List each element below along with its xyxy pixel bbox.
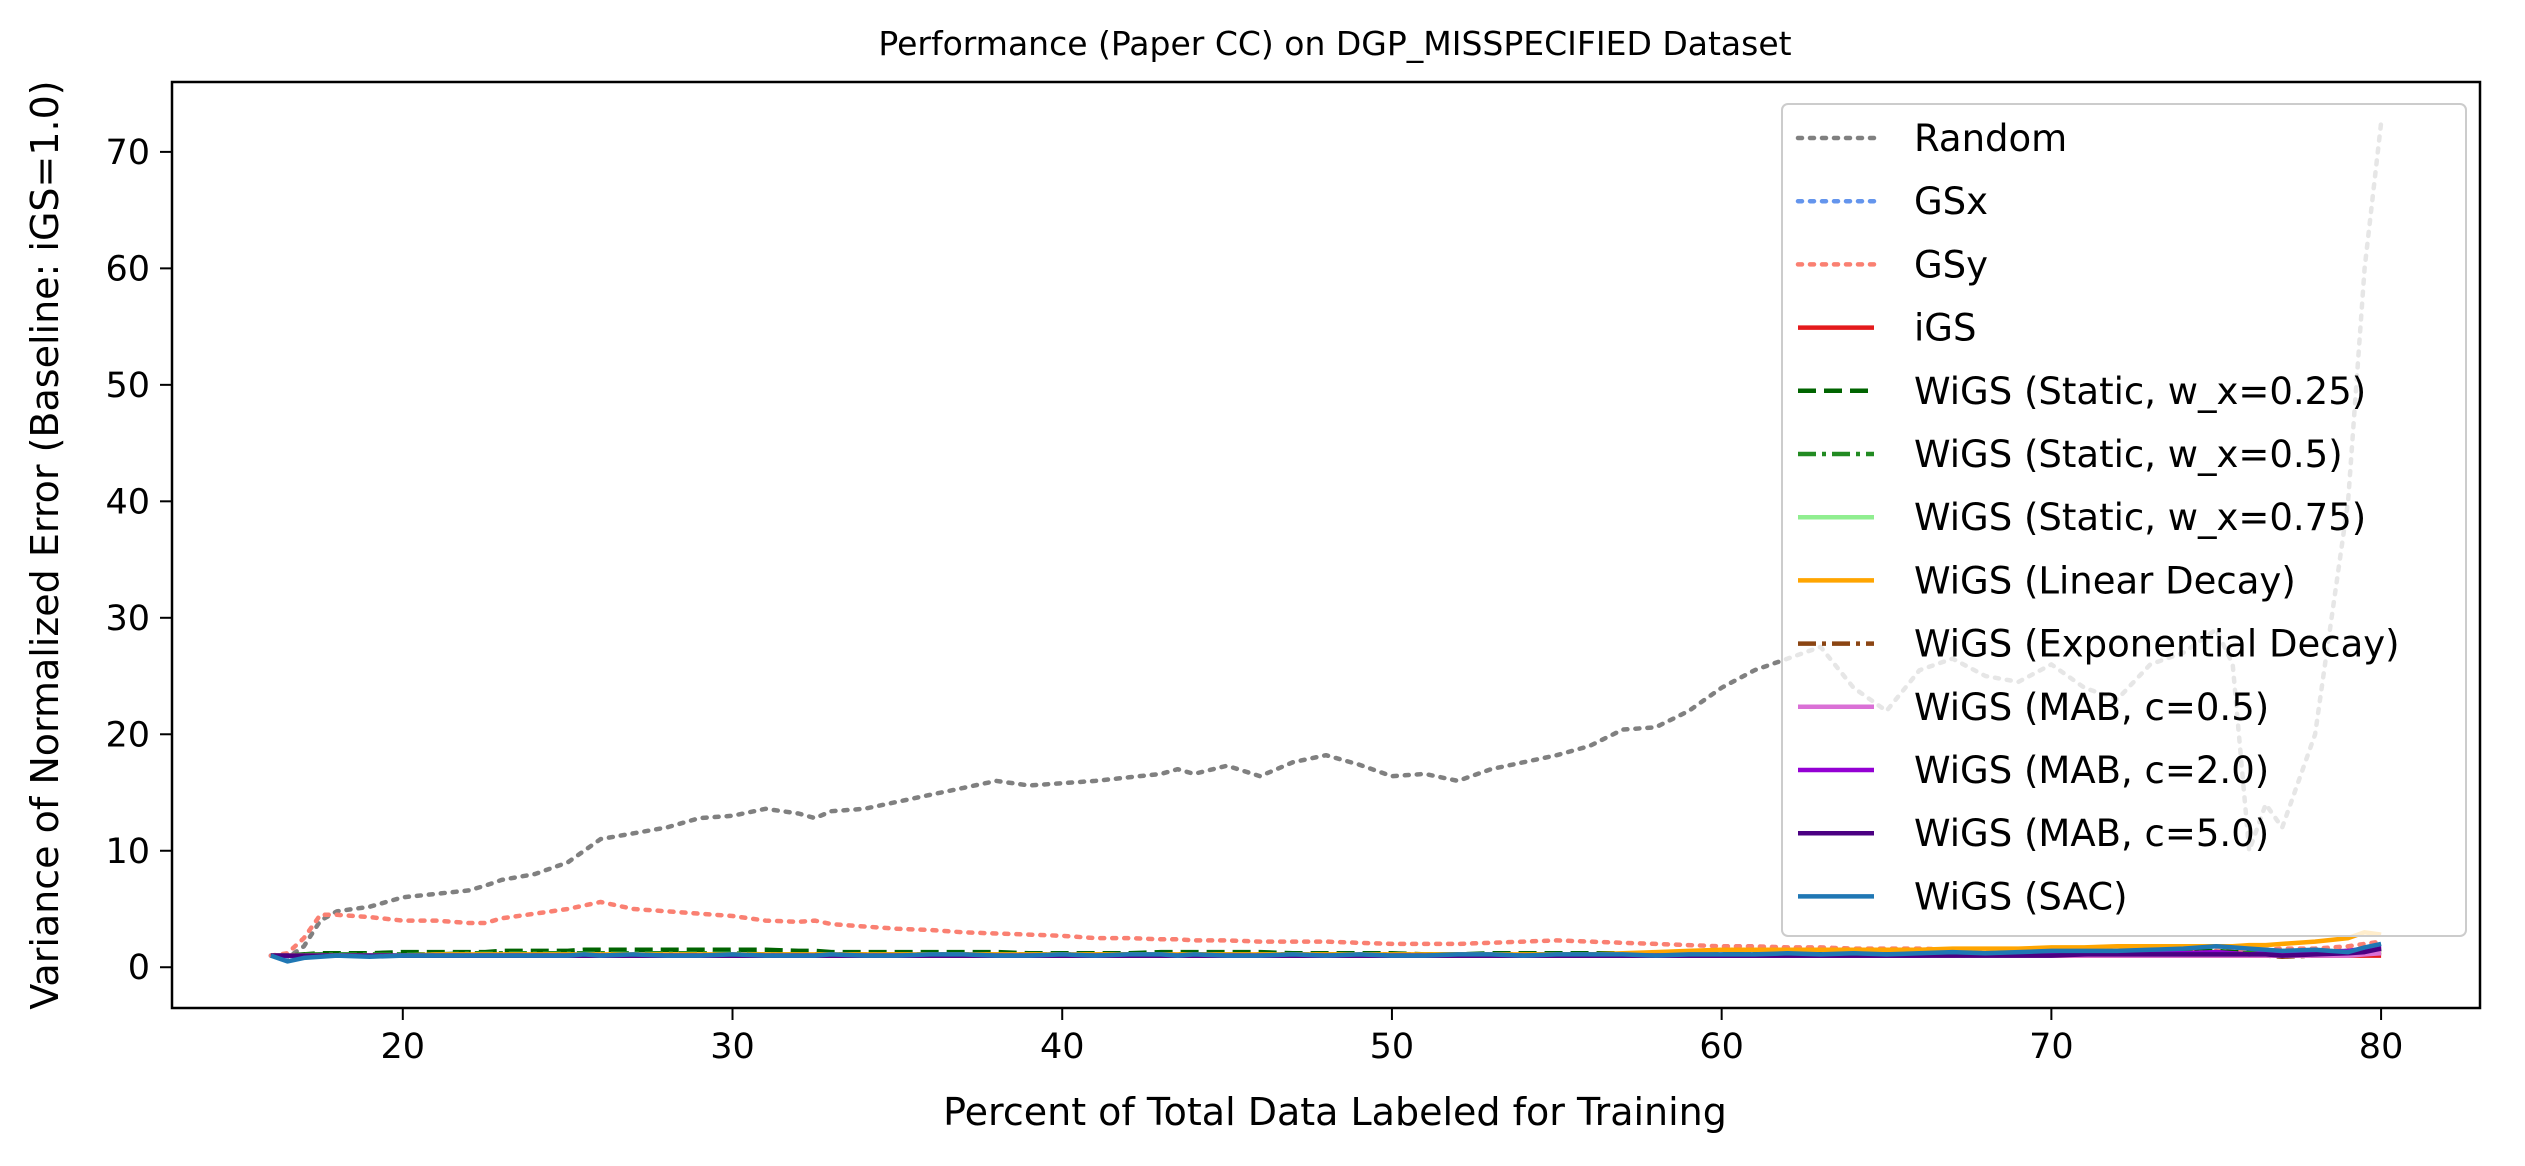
y-tick-label: 60 (105, 249, 150, 289)
legend-label: Random (1914, 117, 2067, 160)
legend-box (1781, 103, 2467, 937)
y-tick-label: 40 (105, 482, 150, 522)
legend-label: iGS (1914, 307, 1976, 350)
x-tick-label: 50 (1370, 1027, 1415, 1067)
x-tick-label: 80 (2359, 1027, 2404, 1067)
legend-label: WiGS (MAB, c=0.5) (1914, 686, 2269, 729)
plot-area (268, 120, 2384, 964)
x-tick-label: 20 (381, 1027, 426, 1067)
legend-label: GSx (1914, 180, 1988, 223)
legend-label: WiGS (Static, w_x=0.25) (1914, 370, 2366, 413)
chart-title: Performance (Paper CC) on DGP_MISSPECIFI… (878, 24, 1791, 63)
y-tick-label: 70 (105, 133, 150, 173)
x-axis: 20 30 40 50 60 70 80 (381, 1008, 2404, 1067)
x-tick-label: 60 (1699, 1027, 1744, 1067)
y-tick-label: 20 (105, 715, 150, 755)
series-line-12 (270, 941, 2382, 964)
legend-label: WiGS (MAB, c=5.0) (1914, 812, 2269, 855)
y-tick-label: 0 (128, 948, 150, 988)
legend-label: WiGS (Exponential Decay) (1914, 623, 2400, 666)
plot-frame (170, 80, 2482, 1010)
legend: Random GSx GSy iGS WiGS (Static, w_x=0.25) Wi… (1781, 103, 2467, 937)
x-tick-label: 70 (2029, 1027, 2074, 1067)
legend-label: WiGS (SAC) (1914, 875, 2128, 918)
x-tick-label: 40 (1040, 1027, 1085, 1067)
legend-label: WiGS (MAB, c=2.0) (1914, 749, 2269, 792)
legend-label: WiGS (Linear Decay) (1914, 559, 2296, 602)
y-tick-label: 50 (105, 366, 150, 406)
y-axis: 0 10 20 30 40 50 60 70 (105, 133, 172, 988)
legend-label: WiGS (Static, w_x=0.75) (1914, 496, 2366, 539)
y-tick-label: 30 (105, 599, 150, 639)
x-axis-label: Percent of Total Data Labeled for Traini… (943, 1090, 1727, 1134)
y-axis-label: Variance of Normalized Error (Baseline: … (23, 80, 67, 1009)
legend-label: WiGS (Static, w_x=0.5) (1914, 433, 2343, 476)
y-tick-label: 10 (105, 832, 150, 872)
legend-label: GSy (1914, 243, 1988, 286)
x-tick-label: 30 (710, 1027, 755, 1067)
